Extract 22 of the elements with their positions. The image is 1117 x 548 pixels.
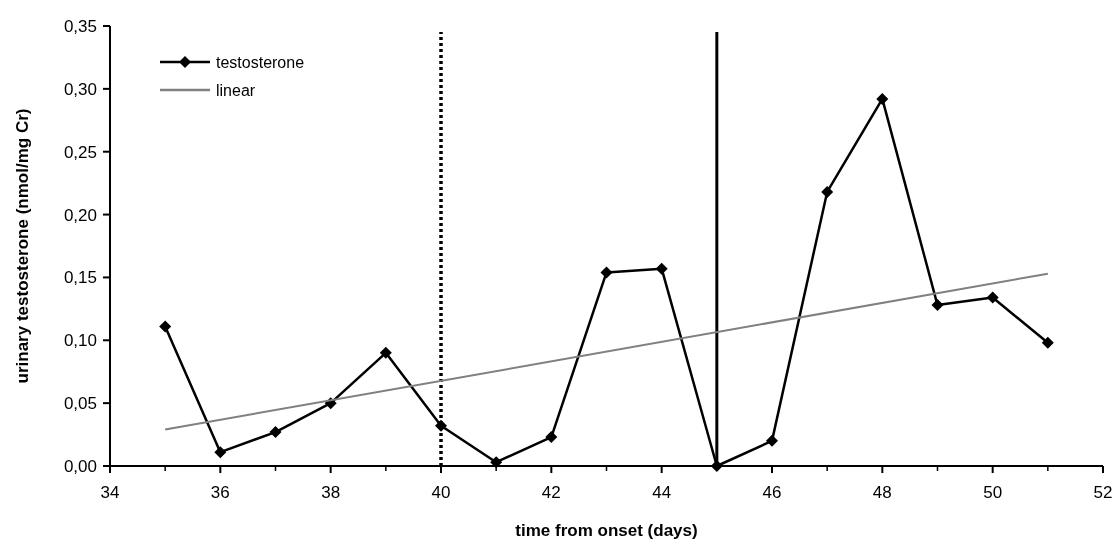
y-tick-label: 0,30	[63, 79, 97, 99]
x-axis-title: time from onset (days)	[515, 521, 698, 540]
x-tick-label: 36	[210, 483, 230, 502]
x-tick-label: 48	[872, 483, 892, 502]
legend-label: testosterone	[216, 53, 305, 71]
x-tick-label: 52	[1093, 483, 1113, 502]
y-tick-label: 0,00	[63, 456, 97, 476]
x-tick-label: 42	[541, 483, 561, 502]
x-tick-label: 46	[762, 483, 782, 502]
x-tick-label: 50	[983, 483, 1003, 502]
y-tick-label: 0,25	[63, 142, 97, 162]
y-tick-label: 0,20	[63, 205, 97, 225]
y-tick-label: 0,35	[63, 16, 97, 36]
y-tick-label: 0,15	[63, 268, 97, 288]
x-tick-label: 40	[431, 483, 451, 502]
y-tick-label: 0,05	[63, 394, 97, 414]
legend-label: linear	[216, 81, 256, 99]
x-tick-label: 34	[100, 483, 120, 502]
y-axis-title: urinary testosterone (nmol/mg Cr)	[13, 108, 32, 384]
x-tick-label: 44	[652, 483, 672, 502]
x-tick-label: 38	[321, 483, 341, 502]
y-tick-label: 0,10	[63, 331, 97, 351]
